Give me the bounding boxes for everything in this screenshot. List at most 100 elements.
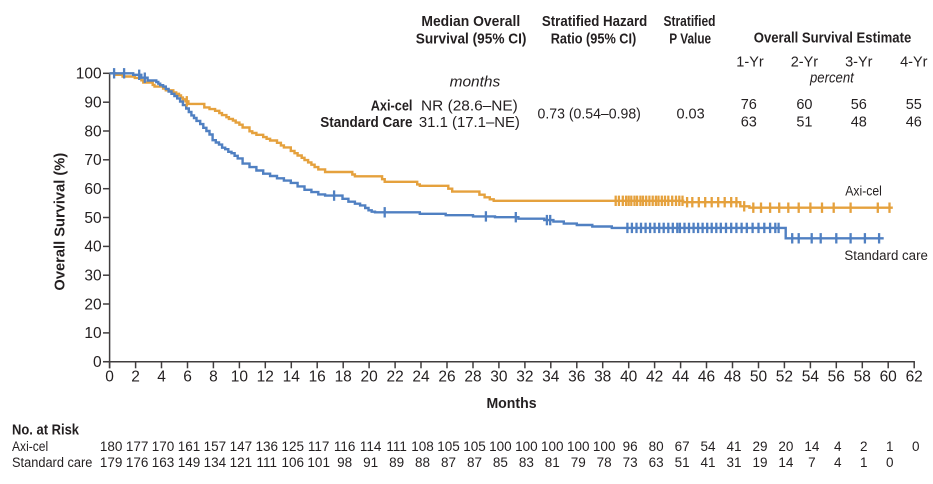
svg-text:10: 10 — [84, 325, 102, 342]
svg-text:1: 1 — [886, 439, 894, 454]
svg-text:96: 96 — [623, 439, 638, 454]
svg-text:52: 52 — [776, 369, 793, 386]
svg-text:62: 62 — [906, 369, 923, 386]
svg-text:111: 111 — [257, 455, 278, 470]
svg-text:79: 79 — [571, 455, 586, 470]
svg-text:163: 163 — [152, 455, 175, 470]
svg-text:38: 38 — [594, 369, 611, 386]
svg-text:4: 4 — [834, 439, 842, 454]
svg-text:Ratio (95% CI): Ratio (95% CI) — [551, 31, 637, 48]
svg-text:98: 98 — [337, 455, 352, 470]
svg-text:2: 2 — [131, 369, 140, 386]
svg-text:18: 18 — [335, 369, 352, 386]
svg-text:87: 87 — [467, 455, 482, 470]
svg-text:50: 50 — [84, 210, 102, 227]
svg-text:6: 6 — [183, 369, 192, 386]
svg-text:100: 100 — [489, 439, 512, 454]
svg-text:157: 157 — [204, 439, 227, 454]
svg-text:0: 0 — [886, 455, 894, 470]
svg-text:101: 101 — [307, 455, 330, 470]
svg-text:Overall Survival (%): Overall Survival (%) — [52, 153, 69, 291]
svg-text:78: 78 — [597, 455, 612, 470]
svg-text:20: 20 — [84, 296, 102, 313]
svg-text:16: 16 — [309, 369, 326, 386]
svg-text:80: 80 — [84, 123, 102, 140]
svg-text:3-Yr: 3-Yr — [845, 54, 873, 70]
svg-text:117: 117 — [308, 439, 330, 454]
svg-text:14: 14 — [778, 455, 794, 470]
svg-text:42: 42 — [646, 369, 663, 386]
svg-text:70: 70 — [84, 152, 102, 169]
svg-text:85: 85 — [493, 455, 508, 470]
svg-text:14: 14 — [804, 439, 820, 454]
svg-text:176: 176 — [126, 455, 149, 470]
svg-text:4-Yr: 4-Yr — [900, 54, 928, 70]
svg-text:51: 51 — [675, 455, 690, 470]
svg-text:121: 121 — [230, 455, 253, 470]
svg-text:100: 100 — [593, 439, 616, 454]
svg-text:Axi-cel: Axi-cel — [12, 439, 48, 454]
svg-text:100: 100 — [567, 439, 590, 454]
svg-text:Median Overall: Median Overall — [421, 13, 520, 30]
svg-text:105: 105 — [437, 439, 460, 454]
svg-text:60: 60 — [880, 369, 898, 386]
svg-text:31.1 (17.1–NE): 31.1 (17.1–NE) — [419, 115, 520, 131]
svg-text:24: 24 — [412, 369, 430, 386]
svg-text:Stratified: Stratified — [664, 13, 716, 30]
svg-text:100: 100 — [76, 66, 102, 83]
svg-text:41: 41 — [726, 439, 741, 454]
svg-text:0: 0 — [93, 354, 102, 371]
svg-text:67: 67 — [675, 439, 690, 454]
svg-text:114: 114 — [360, 439, 382, 454]
svg-text:80: 80 — [649, 439, 664, 454]
svg-text:Axi-cel: Axi-cel — [845, 184, 882, 199]
svg-text:60: 60 — [84, 181, 102, 198]
svg-text:149: 149 — [178, 455, 201, 470]
svg-text:54: 54 — [802, 369, 820, 386]
svg-text:4: 4 — [157, 369, 166, 386]
svg-text:147: 147 — [230, 439, 253, 454]
svg-text:91: 91 — [363, 455, 378, 470]
svg-text:2: 2 — [860, 439, 868, 454]
svg-text:Stratified Hazard: Stratified Hazard — [542, 13, 647, 30]
svg-text:Standard Care: Standard Care — [320, 114, 412, 131]
svg-text:56: 56 — [851, 97, 867, 113]
svg-text:111: 111 — [386, 439, 407, 454]
svg-text:20: 20 — [360, 369, 378, 386]
svg-text:7: 7 — [808, 455, 816, 470]
svg-text:55: 55 — [906, 97, 922, 113]
svg-text:89: 89 — [389, 455, 404, 470]
svg-text:Months: Months — [486, 395, 536, 412]
svg-text:30: 30 — [490, 369, 508, 386]
svg-text:40: 40 — [84, 239, 102, 256]
svg-text:28: 28 — [464, 369, 481, 386]
svg-text:percent: percent — [809, 70, 855, 86]
svg-text:54: 54 — [700, 439, 716, 454]
svg-text:116: 116 — [334, 439, 356, 454]
svg-text:50: 50 — [750, 369, 768, 386]
svg-text:48: 48 — [851, 114, 867, 130]
svg-text:108: 108 — [411, 439, 434, 454]
svg-text:Survival (95% CI): Survival (95% CI) — [416, 31, 527, 48]
svg-text:0: 0 — [912, 439, 920, 454]
svg-text:180: 180 — [100, 439, 123, 454]
svg-text:0.73 (0.54–0.98): 0.73 (0.54–0.98) — [538, 106, 641, 122]
svg-text:34: 34 — [542, 369, 560, 386]
svg-text:31: 31 — [726, 455, 741, 470]
svg-text:0.03: 0.03 — [676, 106, 704, 122]
svg-text:40: 40 — [620, 369, 638, 386]
svg-text:44: 44 — [672, 369, 690, 386]
svg-text:4: 4 — [834, 455, 842, 470]
svg-text:1: 1 — [860, 455, 868, 470]
svg-text:88: 88 — [415, 455, 430, 470]
svg-text:177: 177 — [126, 439, 149, 454]
svg-text:73: 73 — [623, 455, 638, 470]
svg-text:51: 51 — [796, 114, 812, 130]
svg-text:106: 106 — [282, 455, 305, 470]
svg-text:29: 29 — [752, 439, 767, 454]
svg-text:46: 46 — [698, 369, 715, 386]
svg-text:58: 58 — [854, 369, 871, 386]
svg-text:105: 105 — [463, 439, 486, 454]
svg-text:P Value: P Value — [669, 31, 711, 48]
svg-text:60: 60 — [796, 97, 812, 113]
